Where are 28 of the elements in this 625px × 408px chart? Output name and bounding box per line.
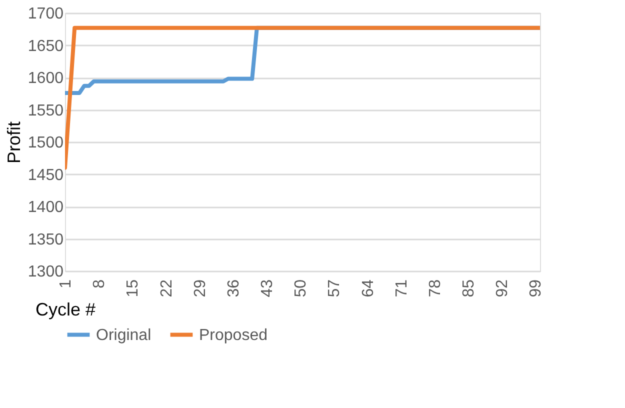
- legend-label: Proposed: [199, 326, 268, 344]
- y-tick-label: 1500: [28, 134, 64, 152]
- x-tick-label: 36: [225, 279, 242, 298]
- y-tick-label: 1550: [28, 102, 64, 120]
- legend-label: Original: [96, 326, 152, 344]
- x-tick-label: 15: [124, 279, 142, 298]
- x-tick-label: 71: [393, 279, 410, 298]
- x-tick-label: 50: [292, 279, 310, 298]
- y-tick-label: 1450: [28, 166, 64, 184]
- y-tick-label: 1700: [28, 6, 64, 22]
- x-tick-label: 57: [326, 279, 344, 298]
- y-tick-label: 1600: [28, 70, 64, 87]
- x-tick-label: 64: [360, 279, 377, 298]
- x-tick-label: 99: [528, 279, 545, 298]
- x-tick-label: 29: [192, 279, 209, 298]
- y-tick-label: 1650: [28, 38, 64, 55]
- x-tick-label: 22: [158, 279, 176, 298]
- y-tick-label: 1300: [28, 264, 64, 280]
- x-axis-title: Cycle #: [36, 299, 96, 320]
- y-tick-label: 1400: [28, 199, 64, 216]
- x-tick-label: 92: [494, 279, 512, 298]
- x-tick-label: 78: [426, 279, 444, 298]
- x-tick-label: 8: [91, 279, 108, 288]
- x-tick-label: 1: [58, 279, 74, 288]
- x-tick-label: 85: [460, 279, 478, 298]
- y-axis-title: Profit: [4, 121, 24, 164]
- x-tick-label: 43: [259, 279, 276, 298]
- y-tick-label: 1350: [28, 231, 64, 248]
